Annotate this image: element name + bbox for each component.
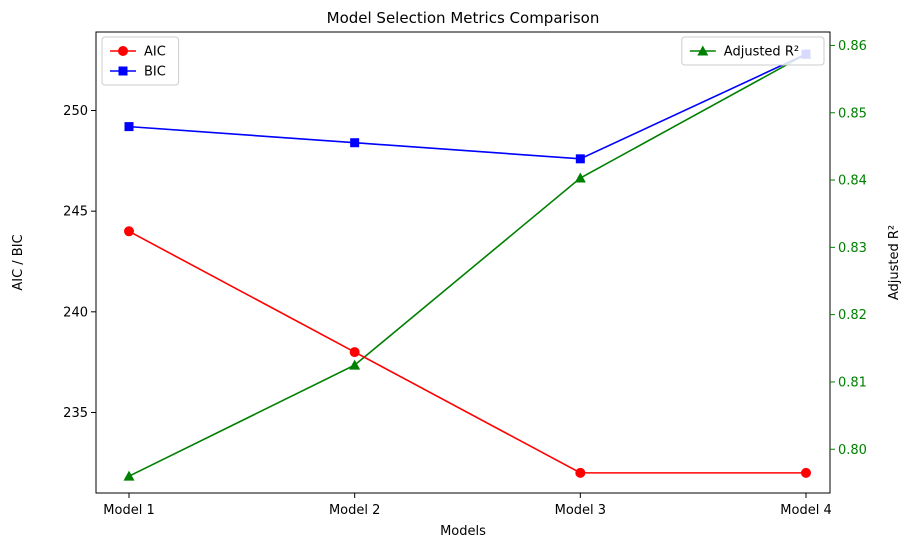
data-point-adjusted-r: [123, 470, 135, 481]
data-point-bic: [350, 138, 360, 148]
x-tick-label: Model 3: [555, 503, 606, 518]
series-adjusted-r: [123, 48, 812, 481]
data-point-bic: [124, 122, 134, 132]
y-right-tick-label: 0.86: [838, 39, 867, 54]
legend-entry: AIC: [144, 45, 166, 60]
axes: Model 1 Model 2 Model 3 Model 4 235 240 245 250…: [63, 39, 867, 518]
plot-area: [123, 48, 812, 481]
legend-top-left: AIC BIC: [101, 36, 180, 86]
series-line-adjusted-r: [128, 53, 807, 477]
data-point-aic: [575, 467, 586, 478]
data-point-adjusted-r: [349, 359, 361, 370]
y-axis-right-label: Adjusted R²: [887, 225, 902, 300]
y-left-tick-label: 240: [63, 305, 88, 320]
legend-top-right: Adjusted R²: [681, 36, 825, 66]
y-right-tick-label: 0.80: [838, 443, 867, 458]
legends: AIC BIC Adjusted R²: [101, 36, 825, 86]
legend-entry: BIC: [144, 65, 166, 80]
legend-marker: [697, 45, 709, 56]
data-point-aic: [124, 226, 134, 237]
y-left-tick-label: 250: [63, 104, 88, 119]
y-left-tick-label: 245: [63, 205, 88, 220]
y-left-tick-label: 235: [63, 406, 88, 421]
legend-entry: Adjusted R²: [724, 45, 799, 60]
series-bic: [124, 49, 811, 164]
series-line-aic: [128, 230, 806, 474]
legend-marker: [118, 46, 128, 56]
legend-marker: [118, 66, 128, 76]
x-tick-label: Model 2: [329, 503, 380, 518]
series-aic: [124, 226, 811, 478]
y-right-tick-label: 0.84: [838, 174, 867, 189]
data-point-bic: [575, 154, 585, 164]
legend-box: [101, 36, 180, 86]
data-point-aic: [349, 347, 360, 358]
y-right-tick-label: 0.82: [838, 308, 867, 323]
legend-box: [681, 36, 825, 66]
series-line-bic: [128, 53, 807, 160]
x-tick-label: Model 1: [103, 503, 154, 518]
plot-frame: [95, 31, 831, 494]
x-tick-label: Model 4: [780, 503, 831, 518]
y-right-tick-label: 0.81: [838, 375, 867, 390]
y-axis-left-label: AIC / BIC: [11, 234, 26, 290]
x-axis-label: Models: [440, 524, 486, 539]
data-point-adjusted-r: [574, 172, 586, 183]
chart-title: Model Selection Metrics Comparison: [327, 9, 600, 27]
y-right-tick-label: 0.85: [838, 106, 867, 121]
y-right-tick-label: 0.83: [838, 241, 867, 256]
data-point-aic: [801, 467, 811, 478]
